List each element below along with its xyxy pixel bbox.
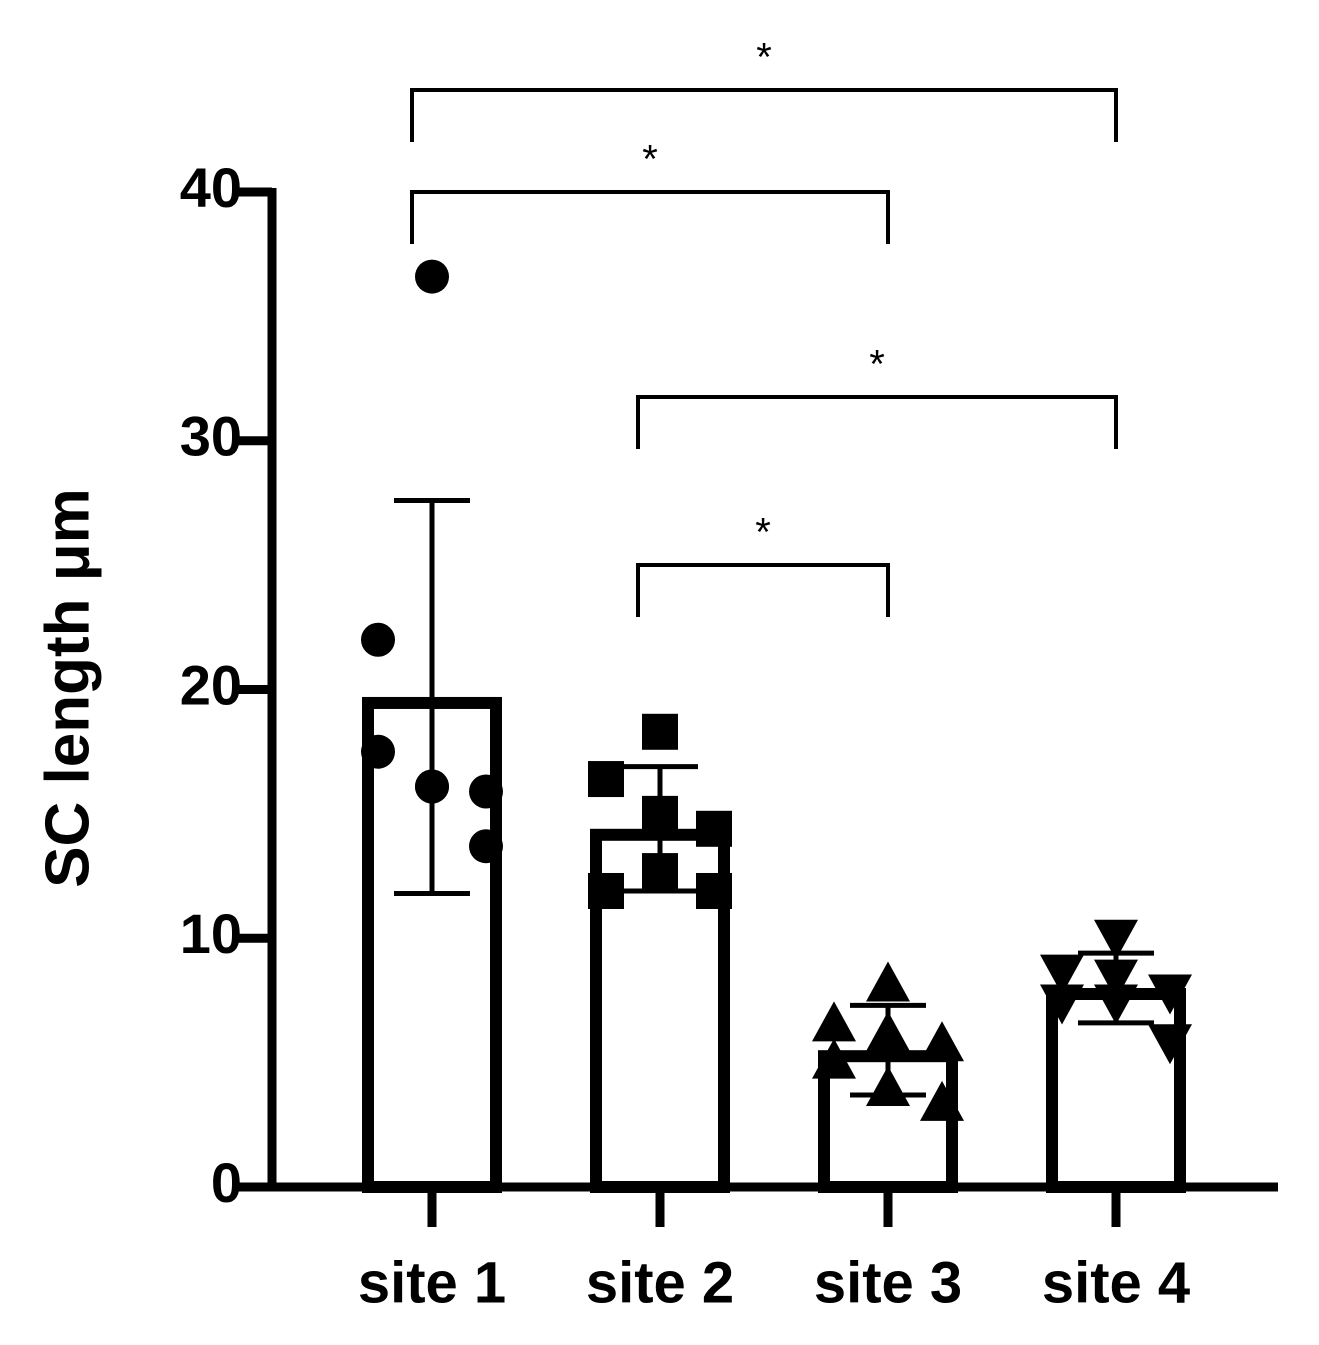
data-point [920, 1021, 964, 1062]
data-point [1148, 1024, 1192, 1065]
significance-bracket [410, 190, 890, 244]
data-point [361, 734, 395, 769]
significance-label: * [756, 36, 772, 80]
error-bar [394, 497, 470, 896]
data-point [588, 872, 624, 909]
data-point [415, 769, 449, 804]
data-point [1094, 984, 1138, 1025]
data-point [866, 961, 910, 1002]
data-point [588, 761, 624, 798]
data-point [469, 774, 503, 809]
data-point [469, 829, 503, 864]
y-axis-title: SC length μm [33, 488, 102, 888]
data-point [866, 1065, 910, 1106]
significance-label: * [755, 511, 771, 555]
data-point [1148, 974, 1192, 1015]
data-point [812, 1038, 856, 1079]
y-tick-label: 0 [211, 1151, 242, 1214]
y-tick-label: 10 [180, 902, 242, 965]
data-point [812, 1001, 856, 1042]
data-point [642, 795, 678, 832]
data-point [415, 259, 449, 294]
y-tick-label: 20 [180, 653, 242, 716]
data-point [361, 622, 395, 657]
significance-bracket [410, 88, 1118, 142]
data-point [1040, 954, 1084, 995]
data-point [696, 810, 732, 847]
x-tick-label: site 3 [814, 1250, 962, 1315]
data-point [642, 713, 678, 750]
data-point [1094, 959, 1138, 1000]
x-tick-label: site 1 [358, 1250, 506, 1315]
data-point [866, 1011, 910, 1052]
y-tick-label: 30 [180, 405, 242, 468]
significance-label: * [642, 138, 658, 182]
significance-bracket [636, 395, 1118, 449]
y-tick-label: 40 [180, 156, 242, 219]
data-point [1094, 919, 1138, 960]
data-point [642, 853, 678, 890]
significance-bracket [636, 563, 890, 617]
x-tick-label: site 2 [586, 1250, 734, 1315]
data-point [1040, 984, 1084, 1025]
data-point [696, 872, 732, 909]
x-tick-label: site 4 [1042, 1250, 1190, 1315]
significance-label: * [869, 343, 885, 387]
data-point [920, 1080, 964, 1121]
